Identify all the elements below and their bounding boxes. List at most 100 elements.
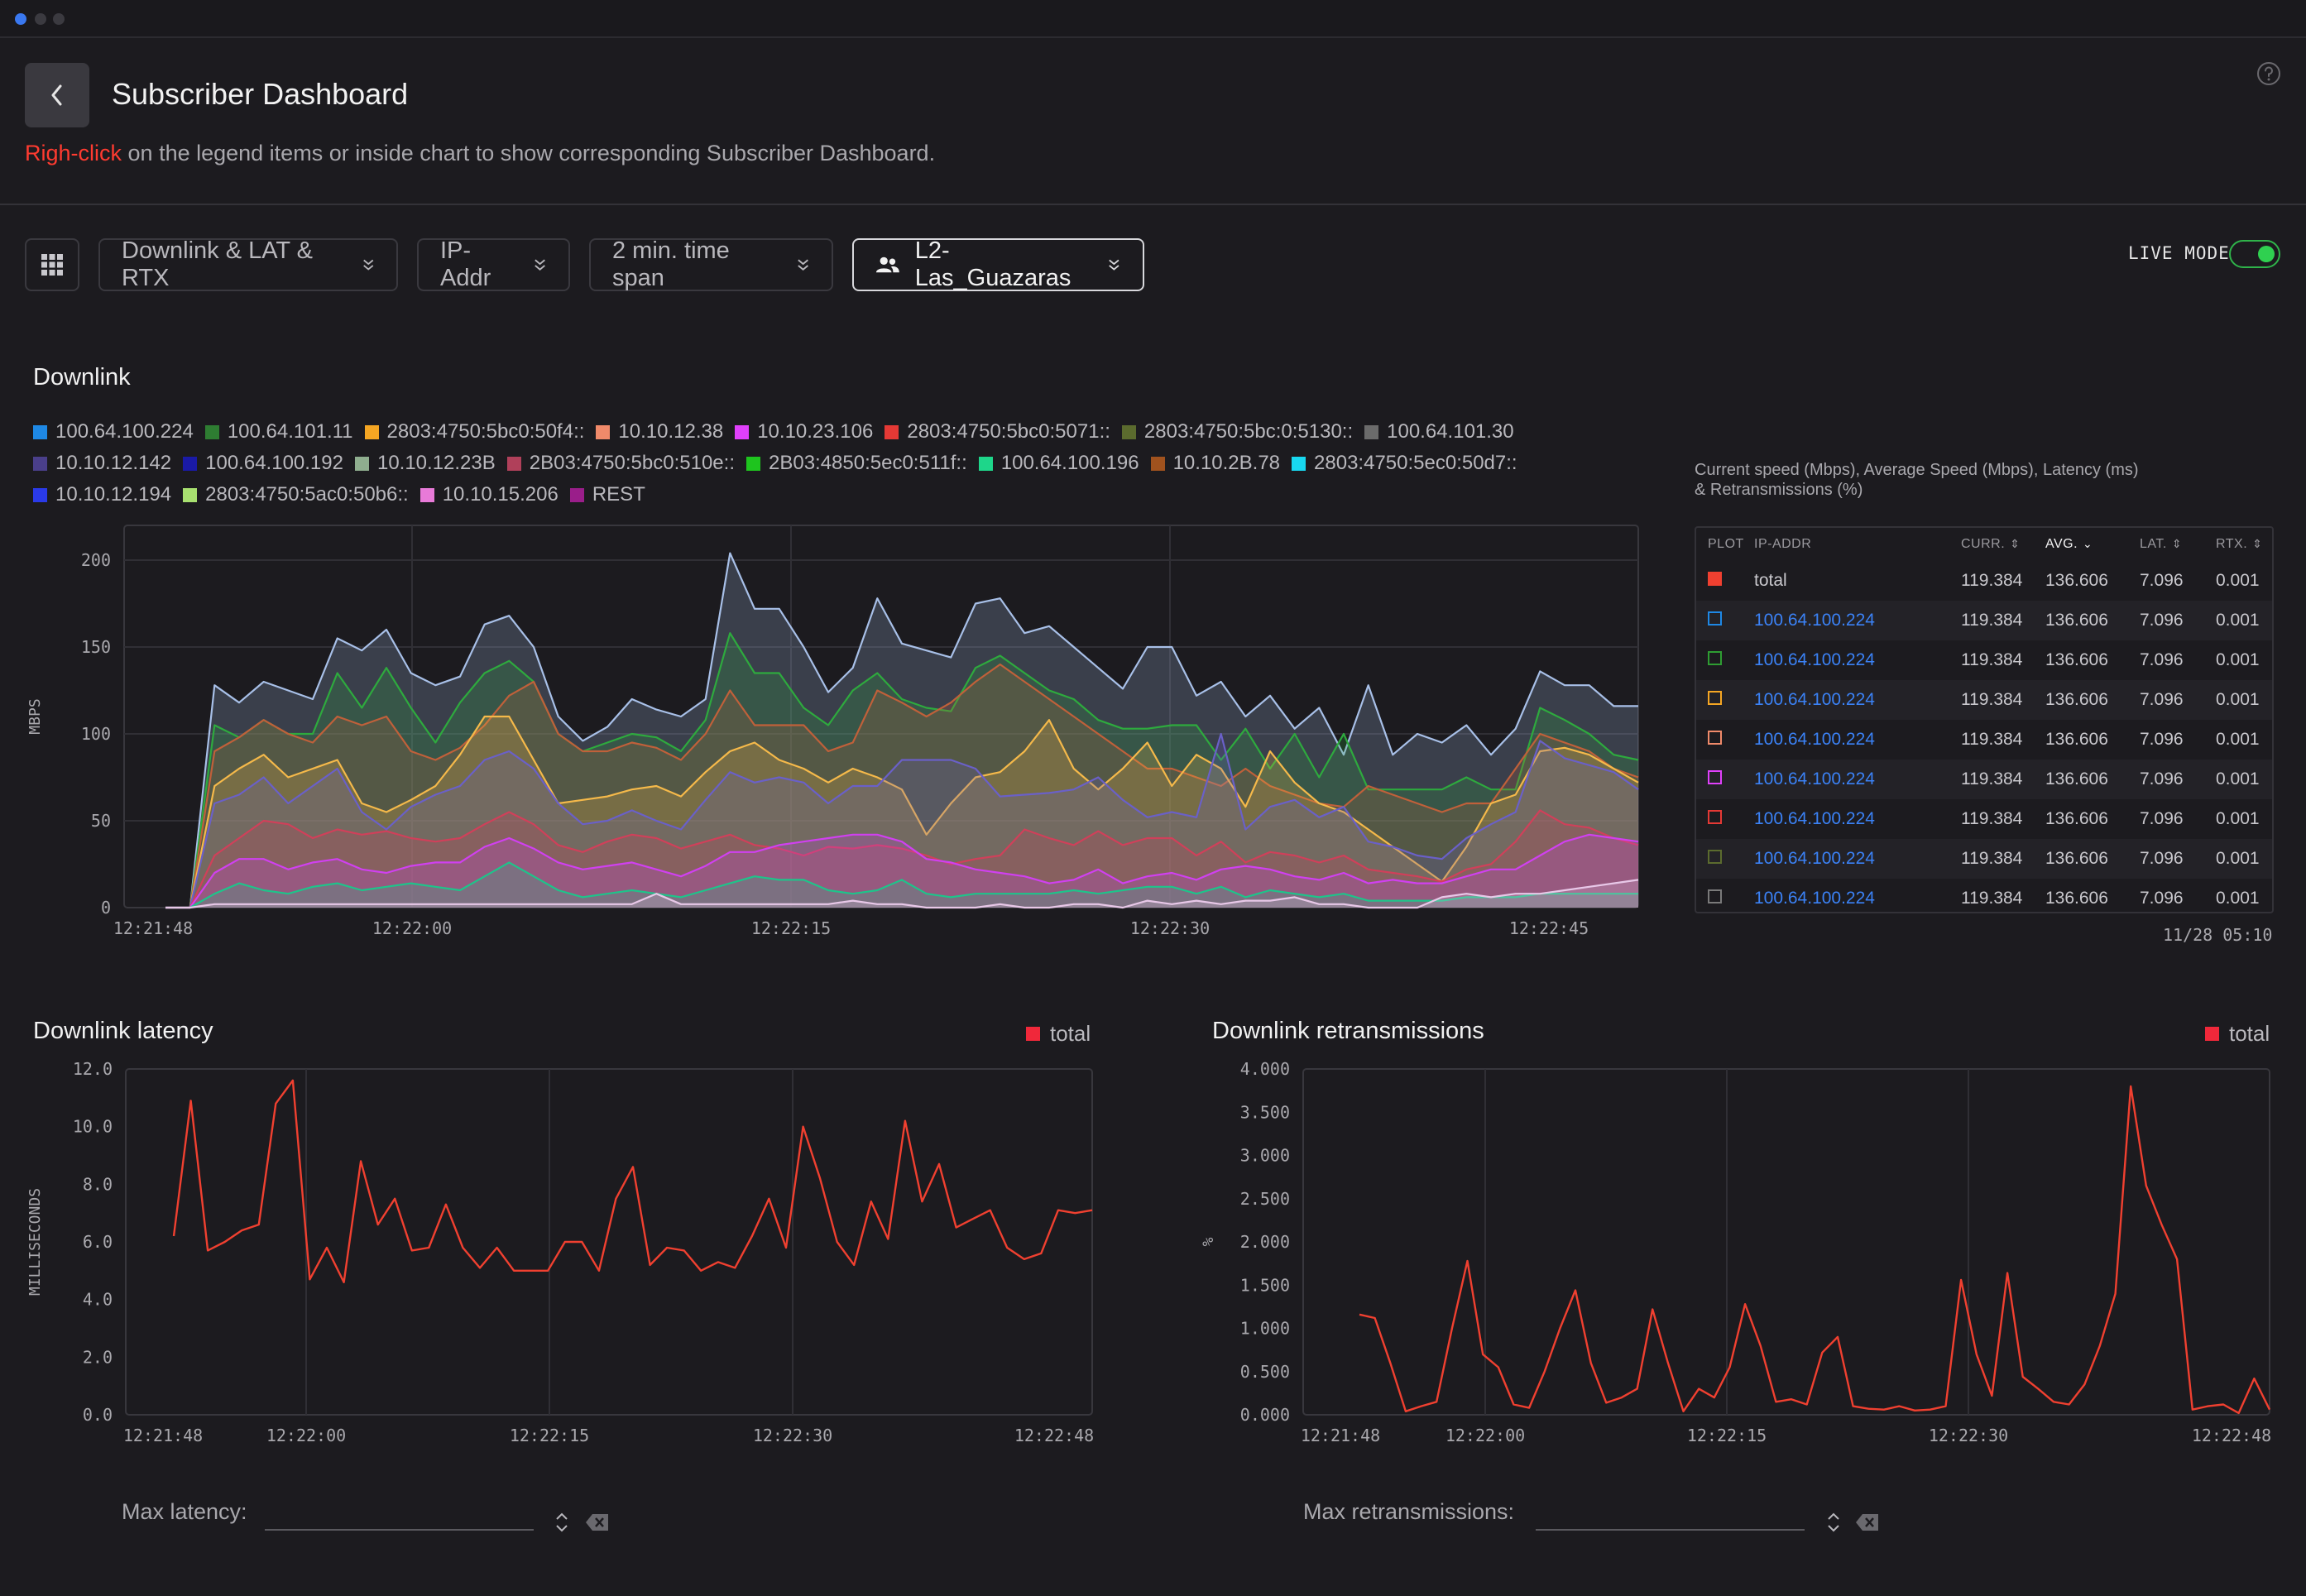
legend-swatch [1150,456,1165,471]
table-row[interactable]: 100.64.100.224 119.384 136.606 7.096 0.001 [1696,720,2272,760]
sort-both-icon: ⇕ [2010,537,2021,550]
live-mode-toggle[interactable] [2229,240,2280,268]
max-retrans-input[interactable] [1536,1499,1805,1531]
hint-rest: on the legend items or inside chart to s… [122,141,936,165]
legend-item[interactable]: 10.10.2B.78 [1150,452,1280,475]
plot-checkbox[interactable] [1708,769,1722,789]
plot-checkbox[interactable] [1708,809,1722,829]
group-by-dropdown[interactable]: IP-Addr [417,237,570,291]
legend-item[interactable]: 2803:4750:5bc:0:5130:: [1121,420,1353,443]
legend-item[interactable]: 10.10.23.106 [735,420,873,443]
up-down-icon[interactable] [1825,1509,1842,1536]
x-tick-label: 12:22:48 [2192,1426,2271,1445]
latency-title: Downlink latency [33,1018,213,1044]
legend-label: 10.10.23.106 [757,420,874,443]
series-line [1359,1085,2271,1415]
legend-item[interactable]: 2803:4750:5ec0:50d7:: [1292,452,1517,475]
table-row[interactable]: 100.64.100.224 119.384 136.606 7.096 0.001 [1696,760,2272,799]
retrans-chart[interactable]: 0.000 0.500 1.000 1.500 2.000 2.500 3.000 3.500… [1175,1051,2306,1456]
row-ip: total [1754,571,1787,590]
row-lat: 7.096 [2140,730,2184,749]
legend-item[interactable]: 10.10.15.206 [419,483,559,506]
plot-checkbox[interactable] [1708,650,1722,670]
col-avg[interactable]: AVG. ⌄ [2045,537,2136,552]
row-lat: 7.096 [2140,650,2184,669]
col-rtx[interactable]: RTX. ⇕ [2216,537,2272,552]
chevron-left-icon [51,84,62,106]
downlink-chart[interactable]: 0 50 100 150 200 12:21:48 12:22:00 12:22:15 12:2… [0,513,1655,951]
backspace-icon[interactable] [1855,1513,1880,1531]
legend-item[interactable]: 10.10.12.194 [33,483,171,506]
row-ip[interactable]: 100.64.100.224 [1754,809,1875,828]
max-latency-input[interactable] [265,1499,534,1531]
table-row[interactable]: 100.64.100.224 119.384 136.606 7.096 0.001 [1696,680,2272,720]
table-row[interactable]: 100.64.100.224 119.384 136.606 7.096 0.001 [1696,799,2272,839]
plot-checkbox[interactable] [1708,690,1722,710]
legend-swatch [2205,1027,2219,1041]
table-row[interactable]: 100.64.100.224 119.384 136.606 7.096 0.001 [1696,640,2272,680]
time-span-dropdown[interactable]: 2 min. time span [589,237,833,291]
table-row[interactable]: 100.64.100.224 119.384 136.606 7.096 0.001 [1696,879,2272,912]
table-row[interactable]: 100.64.100.224 119.384 136.606 7.096 0.001 [1696,601,2272,640]
latency-chart[interactable]: 0.0 2.0 4.0 6.0 8.0 10.0 12.0 12:21:48 12:22:00 1… [0,1051,1125,1456]
row-ip[interactable]: 100.64.100.224 [1754,690,1875,709]
back-button[interactable] [25,63,89,127]
col-curr-label: CURR. [1961,537,2006,551]
table-caption: Current speed (Mbps), Average Speed (Mbp… [1695,460,2191,500]
legend-swatch [596,424,611,439]
legend-item[interactable]: 100.64.100.224 [33,420,194,443]
up-down-icon[interactable] [554,1509,570,1536]
legend-item[interactable]: 100.64.100.192 [183,452,343,475]
help-circle-icon[interactable] [2256,61,2281,86]
legend-item[interactable]: 100.64.101.11 [204,420,353,443]
latency-legend[interactable]: total [1026,1021,1091,1047]
legend-item[interactable]: 2803:4750:5bc0:5071:: [885,420,1110,443]
metrics-dropdown[interactable]: Downlink & LAT & RTX [98,237,398,291]
legend-item[interactable]: 2803:4750:5ac0:50b6:: [183,483,409,506]
subscriber-dropdown[interactable]: L2-Las_Guazaras [852,237,1144,291]
retrans-legend[interactable]: total [2205,1021,2270,1047]
group-by-dropdown-label: IP-Addr [440,237,491,291]
col-ip: IP-ADDR [1754,537,1812,551]
legend-item[interactable]: 10.10.12.38 [596,420,723,443]
row-avg: 136.606 [2045,690,2108,709]
plot-checkbox[interactable] [1708,849,1722,869]
legend-swatch [419,487,434,502]
plot-checkbox[interactable] [1708,730,1722,750]
col-lat-label: LAT. [2140,537,2167,551]
x-tick-label: 12:21:48 [123,1426,203,1445]
window-minimize-dot[interactable] [35,13,46,25]
row-ip[interactable]: 100.64.100.224 [1754,889,1875,908]
table-row[interactable]: total 119.384 136.606 7.096 0.001 [1696,561,2272,601]
row-ip[interactable]: 100.64.100.224 [1754,611,1875,630]
legend-item[interactable]: 100.64.101.30 [1364,420,1514,443]
plot-checkbox[interactable] [1708,611,1722,630]
legend-item[interactable]: 2B03:4750:5bc0:510e:: [506,452,735,475]
row-ip[interactable]: 100.64.100.224 [1754,650,1875,669]
y-tick-label: 2.500 [1240,1189,1290,1209]
legend-item[interactable]: 10.10.12.142 [33,452,171,475]
hint-accent: Righ-click [25,141,122,165]
window-close-dot[interactable] [15,13,26,25]
legend-label: 10.10.12.142 [55,452,172,474]
plot-checkbox[interactable] [1708,571,1722,591]
legend-item[interactable]: 100.64.100.196 [978,452,1139,475]
row-ip[interactable]: 100.64.100.224 [1754,730,1875,749]
table-row[interactable]: 100.64.100.224 119.384 136.606 7.096 0.001 [1696,839,2272,879]
legend-item[interactable]: 2B03:4850:5ec0:511f:: [745,452,967,475]
legend-item[interactable]: REST [569,483,645,506]
window-maximize-dot[interactable] [53,13,65,25]
plot-checkbox[interactable] [1708,889,1722,908]
y-tick-label: 8.0 [83,1174,113,1194]
legend-item[interactable]: 10.10.12.23B [354,452,496,475]
row-ip[interactable]: 100.64.100.224 [1754,849,1875,868]
grid-menu-button[interactable] [25,238,79,291]
col-lat[interactable]: LAT. ⇕ [2140,537,2206,552]
row-ip[interactable]: 100.64.100.224 [1754,769,1875,788]
col-curr[interactable]: CURR. ⇕ [1961,537,2060,552]
backspace-icon[interactable] [585,1513,610,1531]
legend-swatch [183,487,198,502]
x-tick-label: 12:22:30 [1130,918,1210,938]
x-tick-label: 12:22:15 [510,1426,589,1445]
legend-item[interactable]: 2803:4750:5bc0:50f4:: [364,420,584,443]
